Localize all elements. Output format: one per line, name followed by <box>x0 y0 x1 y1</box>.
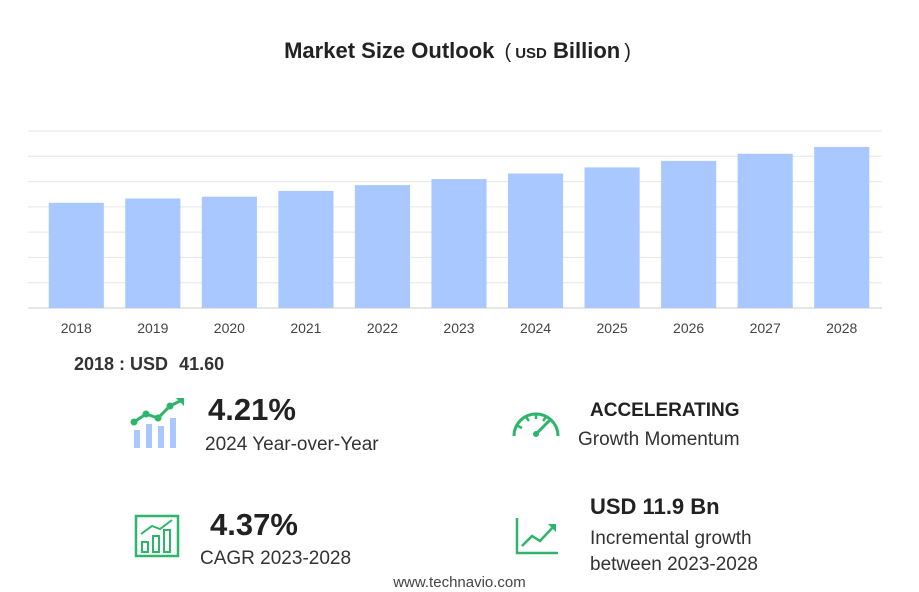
source-credit: www.technavio.com <box>393 574 526 591</box>
x-tick-label-2027: 2027 <box>750 320 781 336</box>
unit-prefix: USD <box>515 45 547 62</box>
x-tick-labels: 2018 2019 2020 2021 2022 2023 2024 2025 2026 2027… <box>61 320 858 336</box>
x-tick-label-2020: 2020 <box>214 320 245 336</box>
yoy-label: 2024 Year-over-Year <box>205 434 379 455</box>
base-year-value: 2018 : USD 41.60 <box>74 354 224 375</box>
growth-chart-icon <box>134 514 180 558</box>
x-tick-label-2022: 2022 <box>367 320 398 336</box>
unit-open-paren: ( <box>504 41 512 63</box>
bar-2018 <box>48 202 104 308</box>
bar-trend-icon <box>130 398 184 448</box>
x-tick-label-2023: 2023 <box>443 320 474 336</box>
incremental-label-2: between 2023-2028 <box>590 554 758 575</box>
bar-2019 <box>125 198 181 308</box>
bars <box>48 146 870 308</box>
unit-close-paren: ) <box>624 41 631 63</box>
bar-2020 <box>201 196 257 308</box>
x-tick-label-2018: 2018 <box>61 320 92 336</box>
base-year-number: 41.60 <box>179 354 225 374</box>
momentum-value: ACCELERATING <box>590 400 740 421</box>
x-tick-label-2019: 2019 <box>137 320 168 336</box>
bar-2024 <box>507 173 564 308</box>
bar-2022 <box>354 185 411 308</box>
bar-2027 <box>737 153 793 308</box>
line-trend-icon <box>515 518 558 555</box>
bar-2021 <box>278 190 334 308</box>
bar-2026 <box>661 160 717 308</box>
base-year-label: 2018 : USD <box>74 354 169 374</box>
x-tick-label-2025: 2025 <box>597 320 628 336</box>
x-tick-label-2026: 2026 <box>673 320 704 336</box>
x-tick-label-2028: 2028 <box>826 320 857 336</box>
incremental-label-1: Incremental growth <box>590 528 752 549</box>
momentum-label: Growth Momentum <box>578 429 740 450</box>
speedometer-icon <box>512 412 560 437</box>
cagr-value: 4.37% <box>210 507 298 542</box>
incremental-value: USD 11.9 Bn <box>590 494 720 519</box>
chart-title-text: Market Size Outlook <box>284 38 495 63</box>
chart-title: Market Size Outlook (USD Billion) <box>0 38 919 64</box>
bar-chart: 2018 2019 2020 2021 2022 2023 2024 2025 2026 2027… <box>28 130 882 336</box>
bar-2023 <box>431 179 487 308</box>
bar-2025 <box>584 167 640 308</box>
cagr-label: CAGR 2023-2028 <box>200 548 352 569</box>
yoy-value: 4.21% <box>208 392 296 427</box>
x-tick-label-2021: 2021 <box>290 320 321 336</box>
x-tick-label-2024: 2024 <box>520 320 551 336</box>
bar-2028 <box>814 146 870 308</box>
unit-label: Billion <box>552 38 621 63</box>
